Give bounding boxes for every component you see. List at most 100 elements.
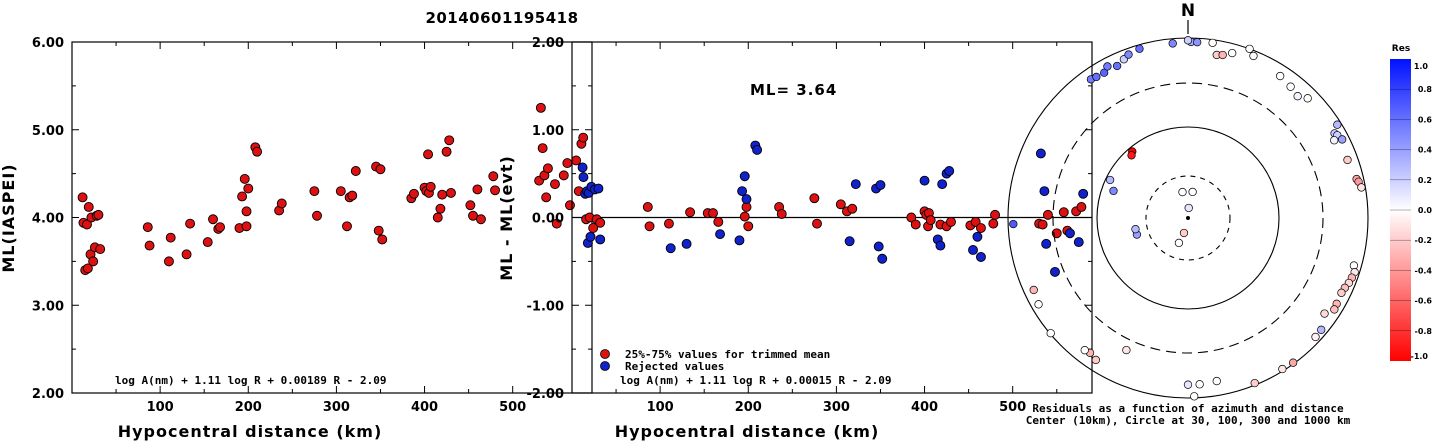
used-point	[910, 219, 921, 230]
formula-left: log A(nm) + 1.11 log R + 0.00189 R - 2.0…	[115, 374, 387, 387]
data-point	[241, 221, 252, 232]
station-marker	[1174, 238, 1184, 248]
station-marker	[1337, 288, 1346, 297]
rejected-point	[737, 186, 748, 197]
rejected-point	[873, 241, 884, 252]
y-tick-label: 5.00	[32, 124, 64, 139]
rejected-point	[595, 234, 606, 245]
station-marker	[1122, 345, 1131, 355]
station-marker	[1103, 62, 1112, 71]
x-tick-label: 500	[999, 400, 1026, 415]
data-point	[542, 163, 553, 174]
data-point	[423, 149, 434, 160]
data-point	[88, 256, 99, 267]
rejected-point	[593, 183, 604, 194]
colorbar-tick-label: 0.2	[1418, 176, 1432, 185]
rejected-point	[968, 245, 978, 255]
data-point	[578, 132, 589, 143]
azimuth-polar-chart: N Residuals as a function of azimuth and…	[1007, 1, 1433, 427]
used-point	[812, 218, 822, 229]
used-point	[708, 208, 718, 219]
rejected-point	[752, 144, 763, 155]
rejected-point	[844, 236, 855, 247]
polar-center	[1186, 216, 1190, 220]
north-label: N	[1181, 1, 1195, 21]
station-marker	[1184, 203, 1193, 213]
ring-100km	[1096, 126, 1280, 310]
station-marker	[1357, 183, 1366, 192]
y-axis-label-middle: ML - ML(evt)	[497, 155, 516, 281]
x-axis-label-left: Hypocentral distance (km)	[118, 422, 383, 441]
x-tick-label: 400	[411, 400, 438, 415]
used-point	[1076, 202, 1087, 212]
rejected-point	[972, 231, 983, 242]
used-point	[644, 221, 655, 232]
rejected-point	[937, 179, 948, 190]
data-point	[558, 170, 569, 181]
data-point	[475, 214, 486, 225]
data-point	[185, 218, 196, 229]
data-point	[243, 183, 254, 194]
station-marker	[1034, 300, 1043, 309]
data-point	[375, 164, 386, 175]
station-marker	[1286, 82, 1295, 91]
rejected-point	[850, 179, 861, 190]
y-tick-label: 1.00	[532, 124, 564, 139]
station-marker	[1293, 92, 1302, 101]
data-point	[77, 192, 88, 203]
data-point	[562, 158, 573, 169]
data-point	[309, 186, 320, 197]
colorbar-tick-label: 0.0	[1418, 206, 1433, 215]
used-point	[588, 223, 599, 233]
used-point	[925, 215, 936, 226]
station-marker	[1029, 285, 1038, 295]
rejected-point	[585, 231, 596, 242]
rejected-point	[1050, 266, 1060, 277]
colorbar-tick-label: 0.4	[1418, 146, 1433, 155]
data-point	[342, 221, 352, 232]
x-tick-label: 400	[911, 400, 938, 415]
x-tick-label: 100	[647, 400, 674, 415]
station-marker	[1190, 392, 1199, 401]
colorbar-title: Res	[1392, 44, 1410, 54]
colorbar-tick-label: -0.6	[1415, 297, 1433, 306]
station-marker	[1278, 364, 1287, 374]
station-marker	[1228, 48, 1237, 58]
ml-annotation: ML= 3.64	[750, 81, 837, 99]
station-marker	[1168, 39, 1177, 48]
rejected-point	[665, 243, 676, 254]
rejected-point	[739, 171, 750, 182]
used-point	[713, 216, 724, 227]
ring-300km	[1052, 82, 1324, 354]
data-point	[163, 256, 174, 267]
station-marker	[1276, 71, 1285, 81]
data-point	[241, 206, 252, 217]
used-point	[946, 216, 956, 227]
station-marker	[1303, 94, 1312, 103]
data-point	[347, 190, 358, 201]
data-point	[535, 102, 546, 113]
colorbar-tick-label: -0.4	[1415, 266, 1433, 275]
rejected-point	[1073, 237, 1084, 248]
station-marker	[1127, 151, 1136, 160]
ring-30km	[1145, 175, 1231, 261]
rejected-point	[1065, 228, 1075, 239]
data-point	[541, 192, 552, 203]
station-marker	[1212, 376, 1221, 386]
data-point	[565, 200, 575, 211]
station-marker	[1091, 355, 1100, 365]
station-marker	[1124, 50, 1133, 59]
data-point	[551, 218, 562, 229]
station-marker	[1135, 44, 1144, 53]
used-point	[809, 193, 820, 204]
data-point	[465, 200, 476, 211]
x-tick-label: 500	[499, 400, 526, 415]
station-marker	[1250, 378, 1259, 388]
legend-label-used: 25%-75% values for trimmed mean	[625, 348, 830, 361]
colorbar-tick-label: 1.0	[1414, 62, 1429, 71]
station-marker	[1195, 380, 1204, 389]
data-point	[490, 185, 501, 196]
used-point	[1058, 207, 1069, 218]
y-tick-label: 6.00	[32, 36, 64, 51]
polar-caption-line2: Center (10km), Circle at 30, 100, 300 an…	[1026, 414, 1351, 427]
